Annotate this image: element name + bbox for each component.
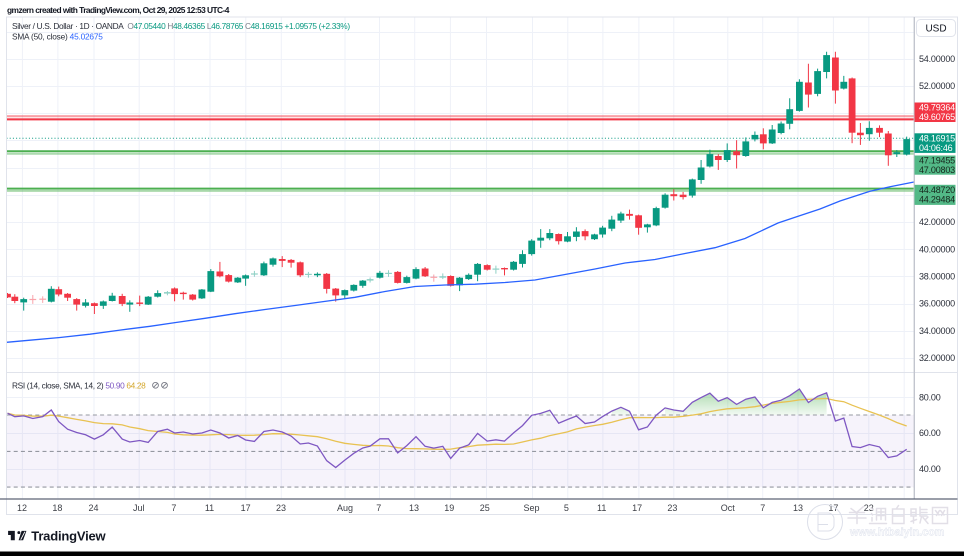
svg-text:42.00000: 42.00000	[919, 217, 955, 227]
svg-text:11: 11	[597, 503, 606, 513]
svg-text:23: 23	[864, 503, 874, 513]
svg-text:Silver / U.S. Dollar · 1D · OA: Silver / U.S. Dollar · 1D · OANDA O47.05…	[12, 21, 350, 31]
svg-text:44.29484: 44.29484	[919, 195, 955, 205]
svg-text:38.00000: 38.00000	[919, 272, 955, 282]
svg-text:52.00000: 52.00000	[919, 81, 955, 91]
svg-text:17: 17	[828, 503, 838, 513]
svg-text:19: 19	[444, 503, 454, 513]
svg-text:40.00000: 40.00000	[919, 244, 955, 254]
svg-text:23: 23	[276, 503, 286, 513]
svg-text:RSI (14, close, SMA, 14, 2) 50: RSI (14, close, SMA, 14, 2) 50.90 64.28	[12, 381, 146, 391]
svg-text:24: 24	[88, 503, 98, 513]
svg-text:17: 17	[632, 503, 642, 513]
svg-text:44.48720: 44.48720	[919, 185, 955, 195]
svg-text:49.60765: 49.60765	[919, 112, 955, 122]
svg-text:5: 5	[564, 503, 569, 513]
svg-text:34.00000: 34.00000	[919, 326, 955, 336]
svg-text:7: 7	[760, 503, 765, 513]
svg-text:www.htbaiyin.com: www.htbaiyin.com	[849, 527, 944, 539]
svg-text:13: 13	[793, 503, 803, 513]
svg-text:11: 11	[205, 503, 214, 513]
svg-text:36.00000: 36.00000	[919, 299, 955, 309]
svg-text:54.00000: 54.00000	[919, 54, 955, 64]
svg-text:Oct: Oct	[721, 503, 736, 513]
svg-text:80.00: 80.00	[919, 392, 941, 402]
svg-text:gmzern created with TradingVie: gmzern created with TradingView.com, Oct…	[7, 5, 230, 15]
svg-text:17: 17	[241, 503, 251, 513]
svg-text:18: 18	[52, 503, 62, 513]
svg-text:12: 12	[17, 503, 27, 513]
svg-text:TradingView: TradingView	[31, 528, 106, 543]
svg-text:47.19455: 47.19455	[919, 156, 955, 166]
svg-text:23: 23	[667, 503, 677, 513]
svg-text:SMA (50, close) 45.02675: SMA (50, close) 45.02675	[12, 32, 103, 42]
svg-text:04:06:46: 04:06:46	[919, 143, 953, 153]
svg-text:USD: USD	[925, 24, 946, 35]
svg-text:49.79364: 49.79364	[919, 103, 955, 113]
svg-text:32.00000: 32.00000	[919, 353, 955, 363]
svg-text:Aug: Aug	[337, 503, 353, 513]
svg-text:60.00: 60.00	[919, 428, 941, 438]
svg-text:7: 7	[171, 503, 176, 513]
svg-text:7: 7	[376, 503, 381, 513]
svg-text:25: 25	[480, 503, 490, 513]
svg-text:47.00803: 47.00803	[919, 165, 955, 175]
svg-text:Sep: Sep	[523, 503, 539, 513]
svg-text:40.00: 40.00	[919, 464, 941, 474]
svg-text:13: 13	[409, 503, 419, 513]
svg-text:48.16915: 48.16915	[919, 134, 955, 144]
svg-text:Jul: Jul	[133, 503, 145, 513]
